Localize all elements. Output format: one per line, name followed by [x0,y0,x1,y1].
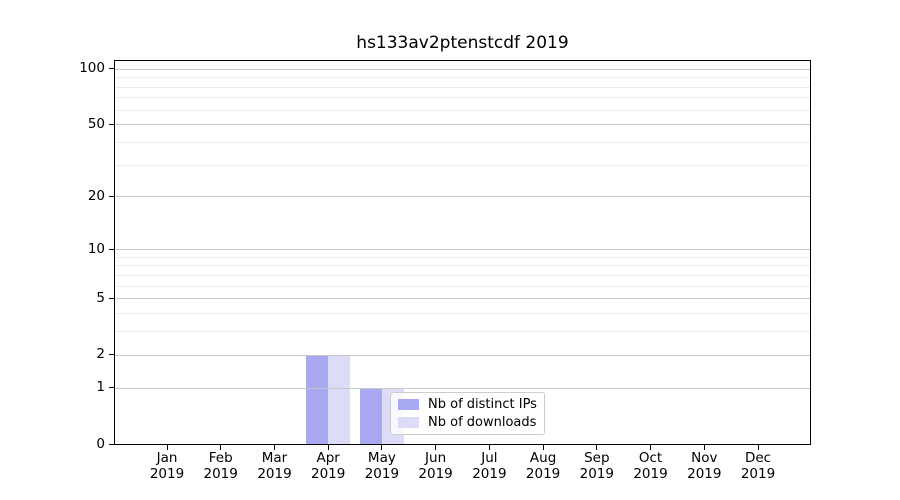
gridline-minor [115,274,810,276]
x-tick-label: Dec 2019 [740,450,776,482]
legend-label-distinct-ips: Nb of distinct IPs [428,397,537,412]
x-tick-label: Jul 2019 [472,450,507,482]
gridline-minor [115,142,810,143]
y-tick-label: 20 [87,187,105,204]
chart-title: hs133av2ptenstcdf 2019 [356,33,569,53]
legend-swatch-downloads [398,417,419,428]
y-tick-label: 2 [96,346,105,363]
plot-area [114,60,811,445]
gridline-major [115,68,810,70]
bar-apr-s0 [306,354,329,444]
legend-item-downloads: Nb of downloads [398,415,537,430]
gridline-major [115,387,810,389]
x-tick [596,445,598,450]
x-tick [381,445,383,450]
gridline-minor [115,265,810,267]
legend: Nb of distinct IPs Nb of downloads [390,392,545,435]
x-tick [327,445,329,450]
x-tick-label: Feb 2019 [203,450,238,482]
x-tick [650,445,651,450]
gridline-major [115,124,810,126]
y-tick-label: 50 [87,115,105,132]
x-tick-label: Aug 2019 [525,450,561,482]
x-tick-label: Sep 2019 [579,450,614,482]
x-tick-label: Jun 2019 [418,450,453,482]
y-tick-label: 1 [96,379,105,396]
gridline-minor [115,256,810,258]
legend-item-distinct-ips: Nb of distinct IPs [398,397,537,412]
gridline-minor [115,164,810,166]
x-tick [274,445,275,450]
gridline-minor [115,86,810,88]
x-tick [488,445,490,450]
gridline-minor [115,331,810,333]
gridline-minor [115,313,810,315]
x-tick [703,445,705,450]
gridline-minor [115,97,810,99]
x-tick [435,445,437,450]
legend-swatch-distinct-ips [398,399,419,410]
y-tick-label: 10 [87,240,105,257]
gridline-major [115,298,810,300]
x-tick-label: May 2019 [364,450,400,482]
bar-apr-s1 [328,354,351,444]
x-tick-label: Apr 2019 [311,450,346,482]
gridlines-layer [115,61,810,444]
gridline-minor [115,109,810,111]
gridline-minor [115,285,810,287]
y-tick-label: 5 [96,289,105,306]
x-tick [166,445,168,450]
x-tick [220,445,222,450]
bar-may-s0 [359,387,382,444]
x-tick [542,445,544,450]
x-tick-label: Mar 2019 [257,450,292,482]
y-tick-label: 0 [96,435,105,452]
x-tick-label: Nov 2019 [687,450,722,482]
gridline-major [115,249,810,250]
y-tick-label: 100 [79,60,105,77]
gridline-minor [115,77,810,79]
x-tick [757,445,759,450]
x-tick-label: Jan 2019 [149,450,185,482]
gridline-major [115,196,810,198]
legend-label-downloads: Nb of downloads [428,415,537,430]
x-tick-label: Oct 2019 [633,450,668,482]
gridline-major [115,354,810,356]
